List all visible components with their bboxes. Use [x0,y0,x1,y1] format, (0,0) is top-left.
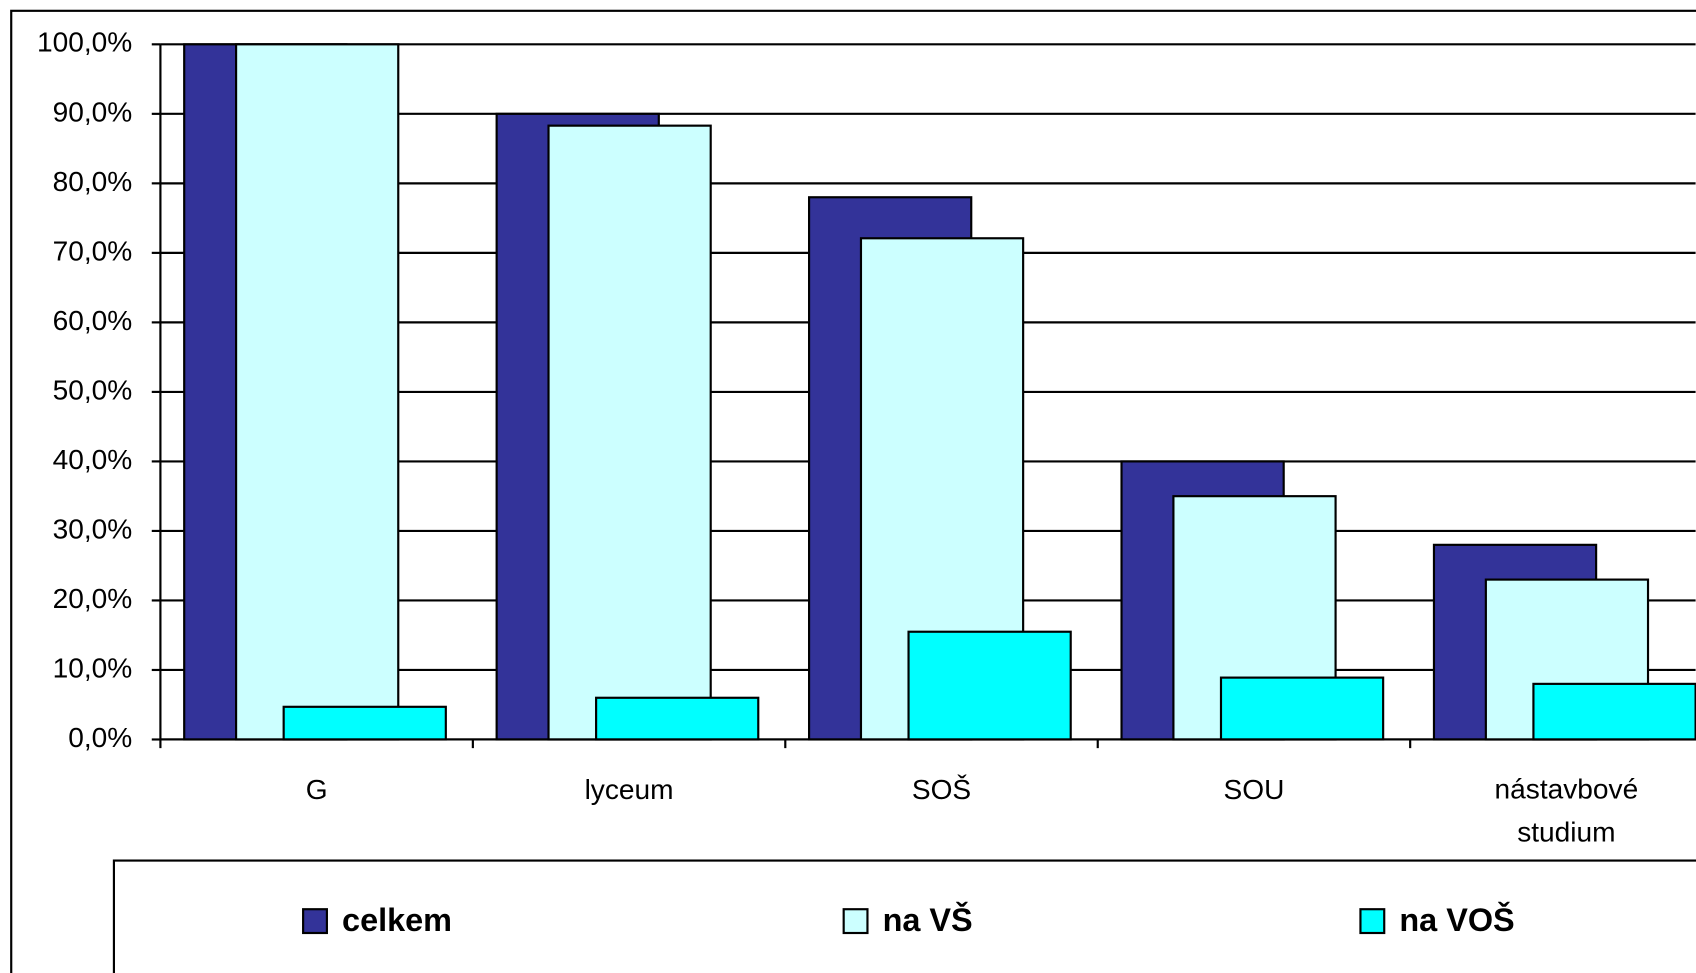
x-tick-label: SOŠ [912,774,971,805]
y-tick-label: 50,0% [53,374,133,405]
y-tick-label: 0,0% [68,722,132,753]
y-tick-label: 100,0% [37,27,132,58]
legend-label: celkem [342,902,452,938]
x-tick-label: G [306,774,328,805]
x-tick-label: nástavbové studium [1495,774,1639,848]
bar [1532,682,1696,741]
bar [595,696,760,741]
y-tick-label: 80,0% [53,166,133,197]
legend-swatch [1359,908,1386,935]
bar [907,630,1072,741]
x-tick-label: SOU [1224,774,1285,805]
bar [282,705,447,741]
legend-swatch [842,908,869,935]
y-tick-label: 10,0% [53,652,133,683]
y-tick-label: 30,0% [53,513,133,544]
bar [1219,676,1385,741]
bar [235,43,400,741]
legend-box [112,859,1696,973]
bar [547,124,712,741]
legend-label: na VOŠ [1399,900,1514,938]
y-tick-label: 60,0% [53,305,133,336]
legend-swatch [302,908,328,935]
y-tick-label: 70,0% [53,235,133,266]
x-tick-label-line: studium [1517,817,1615,848]
y-tick-label: 90,0% [53,96,133,127]
y-tick-label: 40,0% [53,444,133,475]
y-tick-label: 20,0% [53,583,133,614]
legend-label: na VŠ [883,900,973,938]
x-tick-label: lyceum [585,774,674,805]
x-tick-label-line: nástavbové [1495,774,1639,805]
